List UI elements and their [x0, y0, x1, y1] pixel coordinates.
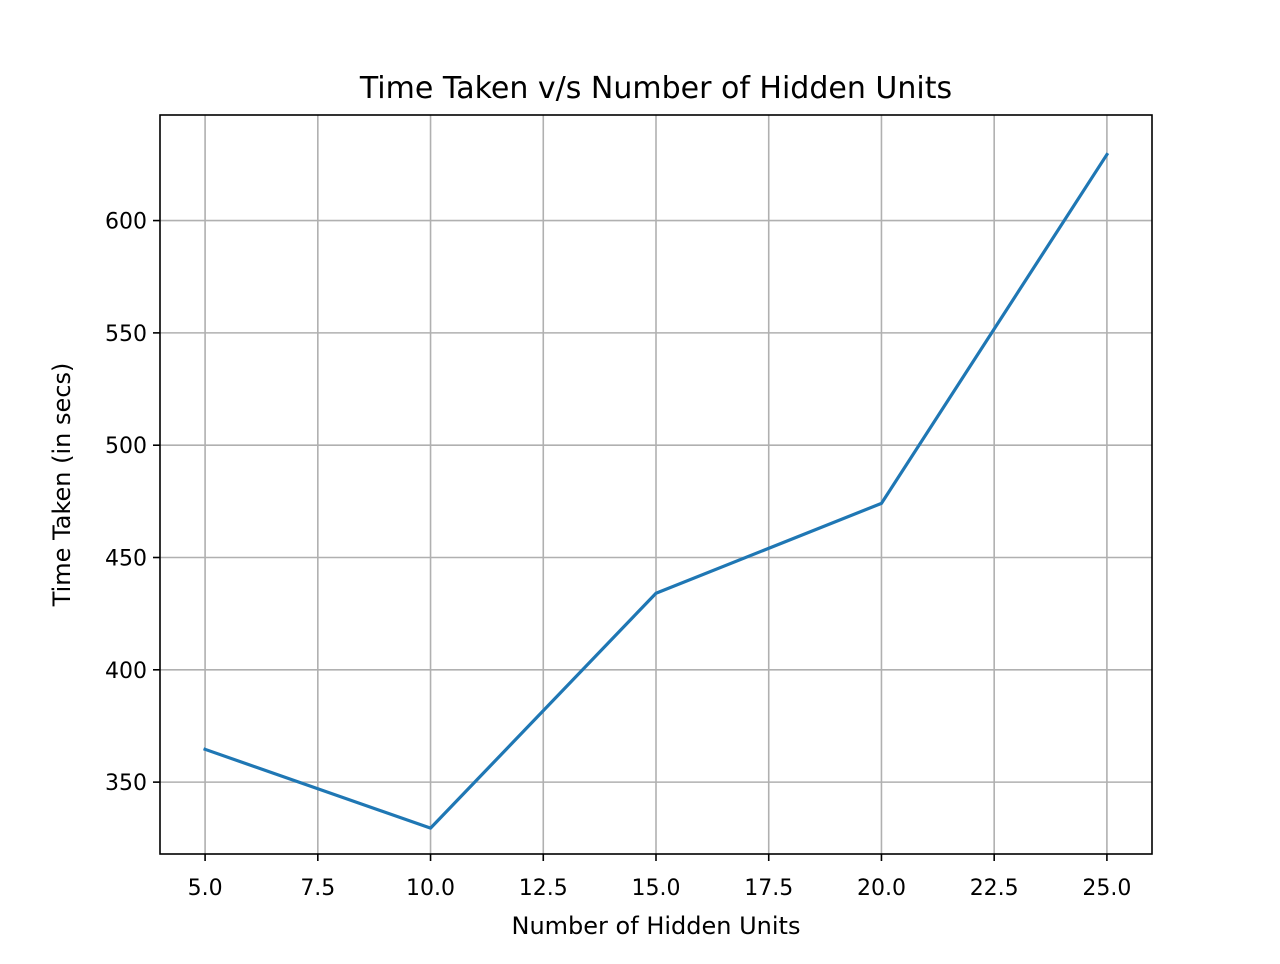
x-tick-label: 7.5	[300, 876, 335, 901]
grid-lines	[160, 115, 1152, 854]
y-axis-label: Time Taken (in secs)	[48, 363, 76, 608]
series-layer	[203, 152, 1110, 830]
x-axis-ticks: 5.0 7.5 10.0 12.5 15.0 17.5 20.0 22.5 25.0	[188, 854, 1131, 901]
x-axis-label: Number of Hidden Units	[512, 912, 801, 940]
y-axis-ticks: 350 400 450 500 550 600	[105, 210, 160, 796]
y-tick-label: 350	[105, 771, 147, 796]
x-tick-label: 20.0	[857, 876, 906, 901]
chart-title: Time Taken v/s Number of Hidden Units	[359, 71, 952, 106]
x-tick-label: 22.5	[970, 876, 1019, 901]
x-tick-label: 25.0	[1082, 876, 1131, 901]
y-tick-label: 550	[105, 322, 147, 347]
x-tick-label: 12.5	[519, 876, 568, 901]
x-tick-label: 5.0	[188, 876, 223, 901]
x-tick-label: 17.5	[744, 876, 793, 901]
y-tick-label: 450	[105, 547, 147, 572]
x-tick-label: 15.0	[632, 876, 681, 901]
y-tick-label: 600	[105, 210, 147, 235]
y-tick-label: 500	[105, 434, 147, 459]
x-tick-label: 10.0	[406, 876, 455, 901]
series-line	[203, 152, 1110, 830]
y-tick-label: 400	[105, 659, 147, 684]
